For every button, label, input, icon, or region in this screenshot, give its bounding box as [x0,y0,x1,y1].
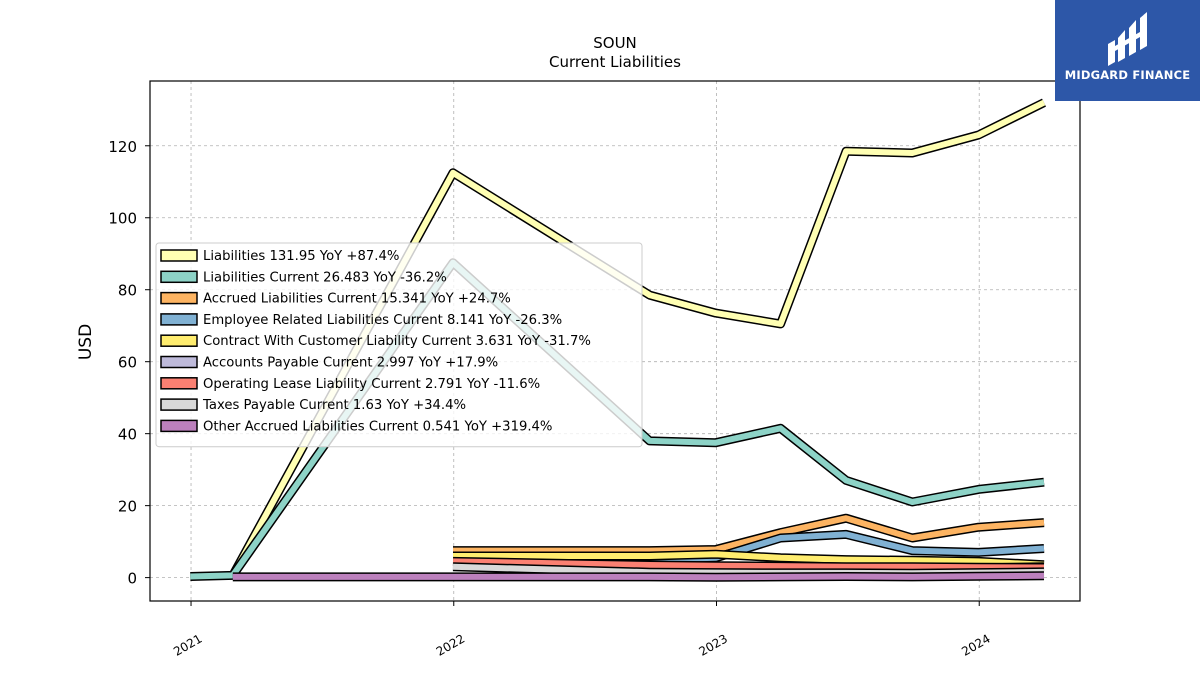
legend-swatch [160,377,198,390]
legend-box [155,242,643,448]
legend-label: Liabilities Current 26.483 YoY -36.2% [203,270,447,285]
legend-label: Liabilities 131.95 YoY +87.4% [203,249,399,264]
series-line-contract-with-customer-liability-current [453,551,1045,568]
legend-swatch [160,313,198,326]
x-tick-label: 2023 [697,631,730,658]
legend-swatch [160,249,198,262]
chart-title: SOUN [593,34,637,52]
y-axis-label: USD [76,324,96,360]
series-line-accrued-liabilities-current [453,515,1045,554]
series-line-other-accrued-liabilities-current [232,572,1045,581]
y-tick-label: 60 [118,354,137,372]
legend: Liabilities 131.95 YoY +87.4% Liabilities… [155,242,643,448]
x-tick-label: 2024 [959,631,992,658]
legend-label: Accrued Liabilities Current 15.341 YoY +… [203,292,511,307]
legend-label: Contract With Customer Liability Current… [203,334,591,349]
y-tick-label: 40 [118,426,137,444]
y-tick-label: 120 [108,138,137,156]
y-tick-label: 20 [118,498,137,516]
series-line-liabilities [230,99,1046,577]
legend-swatch [160,270,198,284]
x-tick-label: 2022 [434,631,467,658]
legend-swatch [160,291,198,305]
legend-swatch [160,334,198,347]
series-line-operating-lease-liability-current [452,558,1045,571]
y-tick-label: 80 [118,282,137,300]
series-lines [190,98,1046,582]
logo-text: MIDGARD FINANCE [1064,68,1191,82]
chart-subtitle: Current Liabilities [549,53,681,71]
legend-label: Employee Related Liabilities Current 8.1… [203,313,562,328]
legend-swatch [160,355,198,369]
brand-logo: MIDGARD FINANCE [1055,0,1200,101]
legend-label: Operating Lease Liability Current 2.791 … [203,377,540,392]
legend-label: Accounts Payable Current 2.997 YoY +17.9… [203,356,498,371]
legend-label: Other Accrued Liabilities Current 0.541 … [203,419,552,434]
y-tick-label: 0 [127,570,137,588]
legend-label: Taxes Payable Current 1.63 YoY +34.4% [202,398,466,413]
legend-swatch [160,419,198,433]
logo-mark-icon [1108,12,1147,66]
y-tick-label: 100 [108,210,137,228]
plot-frame [149,80,1081,602]
legend-swatch [160,398,198,411]
x-tick-label: 2021 [171,631,204,658]
